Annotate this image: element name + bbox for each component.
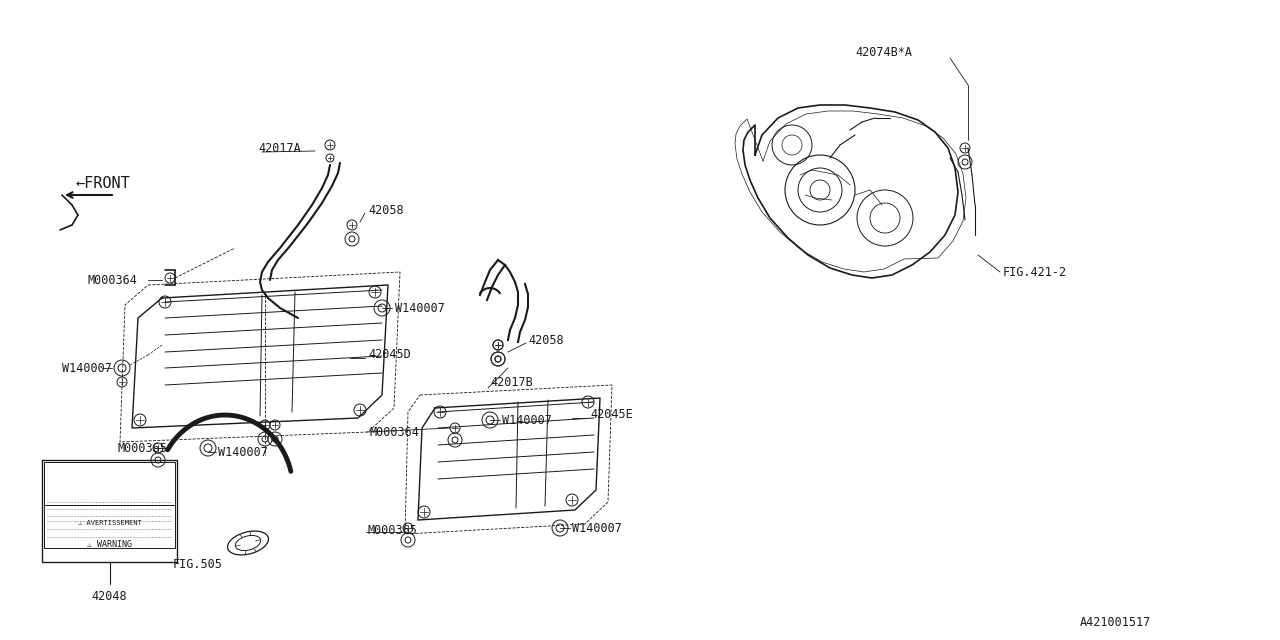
Text: M000364: M000364 <box>370 426 420 438</box>
Text: M000365: M000365 <box>118 442 168 454</box>
Text: 42045E: 42045E <box>590 408 632 422</box>
Text: W140007: W140007 <box>502 413 552 426</box>
Bar <box>44 505 175 548</box>
Text: FIG.505: FIG.505 <box>173 559 223 572</box>
Text: A421001517: A421001517 <box>1080 616 1151 628</box>
Text: 42058: 42058 <box>369 204 403 216</box>
Text: W140007: W140007 <box>218 445 268 458</box>
Text: W140007: W140007 <box>572 522 622 534</box>
Text: W140007: W140007 <box>61 362 111 374</box>
Text: FIG.421-2: FIG.421-2 <box>1004 266 1068 278</box>
Bar <box>44 462 175 505</box>
Text: 42017B: 42017B <box>490 376 532 390</box>
Text: 42058: 42058 <box>529 333 563 346</box>
Text: 42074B*A: 42074B*A <box>855 45 911 58</box>
Bar <box>42 460 177 562</box>
Text: M000364: M000364 <box>88 273 138 287</box>
Text: ⚠ AVERTISSEMENT: ⚠ AVERTISSEMENT <box>78 520 141 526</box>
Text: 42048: 42048 <box>92 591 127 604</box>
Text: ⚠ WARNING: ⚠ WARNING <box>87 540 132 549</box>
Text: ←FRONT: ←FRONT <box>76 175 129 191</box>
Text: M000365: M000365 <box>369 524 417 536</box>
Text: 42017A: 42017A <box>259 141 301 154</box>
Text: W140007: W140007 <box>396 301 445 314</box>
Text: 42045D: 42045D <box>369 349 411 362</box>
